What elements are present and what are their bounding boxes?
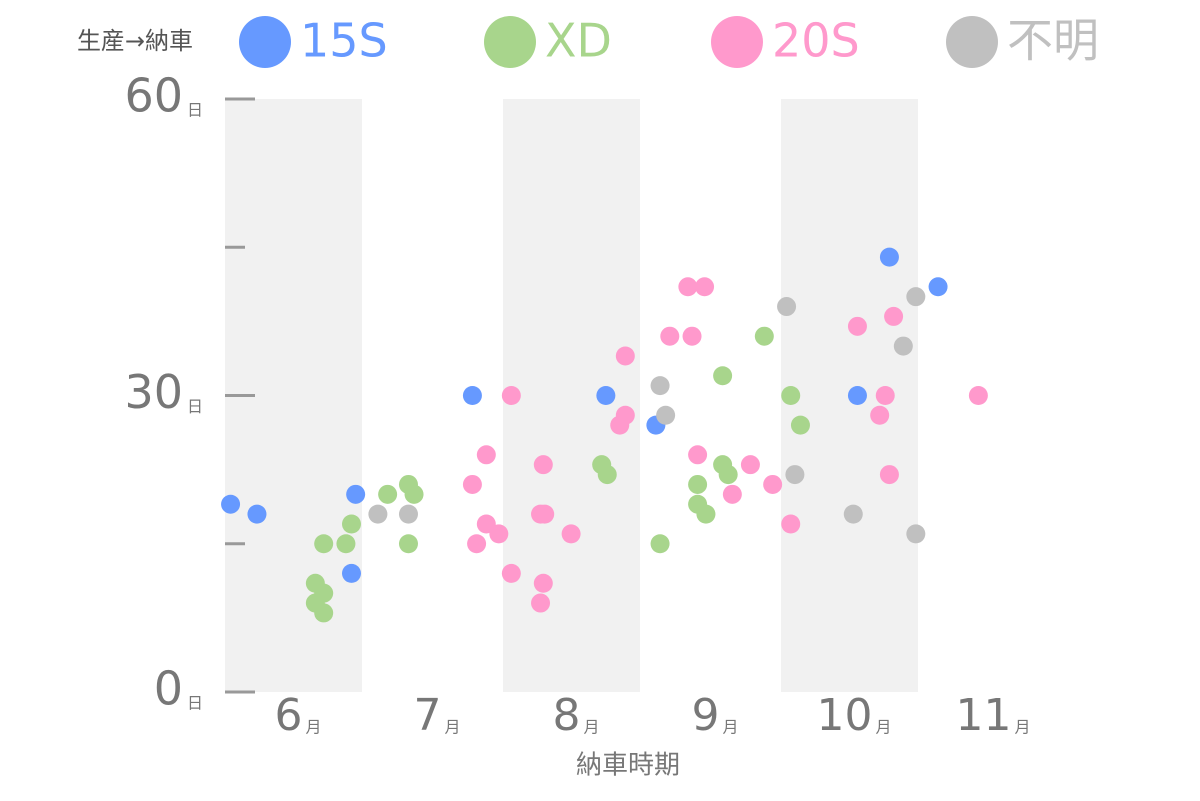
point (650, 534, 670, 554)
point (893, 336, 913, 356)
point (688, 474, 708, 494)
legend-marker (239, 16, 291, 68)
point (695, 277, 715, 297)
y-tick-label: 60 (124, 69, 183, 123)
legend-marker (711, 16, 763, 68)
point (763, 474, 783, 494)
point (678, 277, 698, 297)
point (615, 405, 635, 425)
point (906, 524, 926, 544)
x-tick-unit: 月 (306, 718, 322, 737)
point (785, 465, 805, 485)
point (596, 386, 616, 405)
legend-label: 20S (772, 14, 860, 68)
x-tick-label: 7 (414, 690, 442, 741)
point (847, 316, 867, 336)
point (533, 573, 553, 593)
x-tick-unit: 月 (1015, 718, 1031, 737)
point (341, 563, 361, 583)
point (722, 484, 742, 504)
point (790, 415, 810, 435)
point (777, 297, 797, 317)
point (462, 474, 482, 494)
point (656, 405, 676, 425)
point (476, 445, 496, 465)
legend-label: 15S (300, 14, 388, 68)
x-tick-unit: 月 (584, 718, 600, 737)
x-tick-unit: 月 (445, 718, 461, 737)
x-tick-unit: 月 (723, 718, 739, 737)
y-tick-label: 30 (124, 365, 183, 419)
x-axis-title: 納車時期 (576, 751, 680, 781)
point (847, 386, 867, 405)
bands (225, 99, 918, 692)
point (696, 504, 716, 524)
legend-title: 生産→納車 (77, 27, 193, 55)
legend-label: XD (545, 14, 612, 68)
x-tick-label: 10 (817, 690, 873, 741)
point (615, 346, 635, 366)
legend-marker (484, 16, 536, 68)
point (740, 455, 760, 475)
point (875, 386, 895, 405)
point (884, 306, 904, 326)
y-tick-unit: 日 (187, 694, 203, 713)
point (754, 326, 774, 346)
point (688, 445, 708, 465)
point (378, 484, 398, 504)
point (221, 494, 241, 514)
point (404, 484, 424, 504)
point (501, 386, 521, 405)
point (501, 563, 521, 583)
point (906, 287, 926, 307)
point (314, 603, 334, 623)
point (968, 386, 988, 405)
point (682, 326, 702, 346)
point (718, 465, 738, 485)
legend-marker (946, 16, 998, 68)
point (928, 277, 948, 297)
point (713, 366, 733, 386)
point (843, 504, 863, 524)
point (336, 534, 356, 554)
point (462, 386, 482, 405)
y-tick-unit: 日 (187, 101, 203, 120)
point (247, 504, 267, 524)
point (879, 247, 899, 267)
point (660, 326, 680, 346)
x-tick-label: 8 (553, 690, 581, 741)
point (781, 386, 801, 405)
point (341, 514, 361, 534)
point (346, 484, 366, 504)
x-tick-label: 6 (275, 690, 303, 741)
point (533, 455, 553, 475)
point (650, 376, 670, 396)
point (597, 465, 617, 485)
x-tick-unit: 月 (876, 718, 892, 737)
point (535, 504, 555, 524)
y-tick-unit: 日 (187, 397, 203, 416)
point (368, 504, 388, 524)
x-tick-label: 9 (692, 690, 720, 741)
legend-label: 不明 (1007, 14, 1099, 68)
point (398, 504, 418, 524)
point (531, 593, 551, 613)
point (879, 465, 899, 485)
point (314, 534, 334, 554)
y-tick-label: 0 (154, 662, 183, 716)
x-tick-label: 11 (956, 690, 1012, 741)
point (398, 534, 418, 554)
point (870, 405, 890, 425)
month-band (503, 99, 640, 692)
point (781, 514, 801, 534)
point (467, 534, 487, 554)
point (489, 524, 509, 544)
point (561, 524, 581, 544)
